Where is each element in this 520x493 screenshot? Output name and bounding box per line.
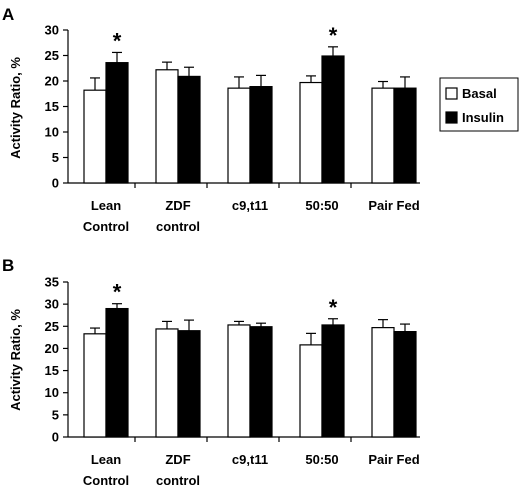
bar-b-insulin [321,324,345,438]
legend-label-basal: Basal [462,86,497,101]
legend-swatch-basal [445,87,458,100]
category-label-b: 50:50 [305,452,338,467]
bar-b-basal [83,333,107,438]
category-label-a: Control [83,219,129,234]
bar-b-insulin [177,330,201,438]
category-label-b: ZDF [165,452,190,467]
category-label-b: Pair Fed [368,452,419,467]
category-label-b: Lean [91,452,121,467]
y-tick-label-b: 0 [52,430,59,445]
category-label-a: Lean [91,198,121,213]
y-tick-label-a: 10 [45,125,59,140]
category-label-a: ZDF [165,198,190,213]
category-label-a: 50:50 [305,198,338,213]
bar-a-basal [227,87,251,184]
panel-a: A Activity Ratio, % 0 5 10 15 20 25 30 * * Lean Co… [2,5,420,234]
plot-area-b: 0 5 10 15 20 25 30 35 * * Lean Control ZDF control c9,… [45,275,420,488]
significance-star-b: * [329,295,338,320]
bar-b-basal [227,324,251,438]
category-label-a: c9,t11 [232,198,268,213]
category-label-b: c9,t11 [232,452,268,467]
y-tick-label-b: 30 [45,297,59,312]
panel-b: B Activity Ratio, % 0 5 10 15 20 25 30 35 * * Lean… [2,256,420,488]
bar-a-insulin [105,62,129,184]
panel-letter-a: A [2,5,14,24]
y-tick-label-b: 25 [45,319,59,334]
significance-star-b: * [113,280,122,305]
y-tick-label-b: 5 [52,407,59,422]
y-tick-label-b: 10 [45,385,59,400]
bar-a-basal [155,69,179,184]
panel-letter-b: B [2,256,14,275]
plot-area-a: 0 5 10 15 20 25 30 * * Lean Control ZDF control c9,t1… [45,23,420,234]
significance-star-a: * [113,28,122,53]
y-tick-label-b: 20 [45,341,59,356]
category-label-b: Control [83,473,129,488]
bar-a-basal [299,81,323,184]
bar-a-insulin [249,86,273,184]
bar-a-insulin [393,87,417,184]
y-axis-title-a: Activity Ratio, % [8,57,23,159]
y-tick-label-b: 15 [45,363,59,378]
bar-b-basal [371,327,395,438]
significance-star-a: * [329,23,338,48]
category-label-a: Pair Fed [368,198,419,213]
y-axis-title-b: Activity Ratio, % [8,309,23,411]
y-tick-label-a: 25 [45,48,59,63]
y-tick-label-a: 30 [45,23,59,38]
bar-b-basal [155,328,179,438]
bar-a-insulin [177,75,201,184]
bar-b-insulin [249,326,273,438]
bar-a-basal [371,87,395,184]
y-tick-label-a: 5 [52,150,59,165]
bar-b-insulin [393,331,417,438]
legend-label-insulin: Insulin [462,110,504,125]
y-tick-label-a: 0 [52,176,59,191]
bar-a-basal [83,89,107,184]
legend-swatch-insulin [445,111,458,124]
y-tick-label-a: 20 [45,74,59,89]
bar-b-insulin [105,307,129,438]
legend: Basal Insulin [439,77,519,132]
category-label-b: control [156,473,200,488]
y-tick-label-a: 15 [45,99,59,114]
y-tick-label-b: 35 [45,275,59,290]
bar-a-insulin [321,55,345,184]
category-label-a: control [156,219,200,234]
bar-b-basal [299,344,323,438]
